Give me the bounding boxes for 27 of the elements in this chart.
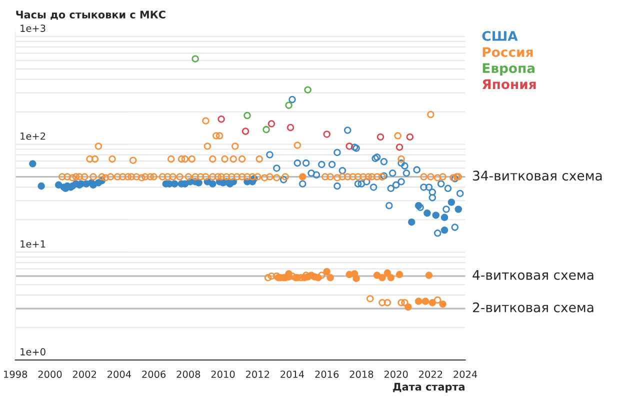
x-tick-label: 2016: [315, 370, 339, 378]
text: Япония: [482, 79, 536, 90]
x-tick-label: 2002: [72, 370, 96, 378]
text: США: [482, 30, 518, 41]
text: Европа: [482, 63, 535, 76]
x-tick-label: 2022: [419, 370, 442, 378]
x-tick-label: 2024: [454, 370, 478, 378]
ref-line-label: 34-витковая схема: [473, 170, 602, 181]
x-axis-title: Дата старта: [393, 382, 464, 393]
y-axis-title: Часы до стыковки с МКС: [16, 10, 166, 20]
x-tick-label: 2008: [176, 370, 200, 378]
x-tick-label: 2018: [350, 370, 374, 378]
x-tick-label: 2020: [384, 370, 408, 378]
text: Россия: [482, 47, 533, 58]
y-tick-label: 1e+1: [20, 240, 46, 248]
x-tick-label: 2004: [108, 370, 132, 378]
y-tick-label: 1e+3: [20, 24, 46, 32]
x-tick-label: 2012: [246, 370, 270, 378]
x-tick-label: 2010: [211, 370, 235, 378]
ref-line-label: 4-витковая схема: [472, 270, 594, 280]
x-tick-label: 2000: [38, 370, 62, 378]
y-tick-label: 1e+0: [20, 348, 46, 356]
ref-line-label: 2-витковая схема: [472, 302, 594, 312]
y-tick-label: 1e+2: [20, 132, 46, 140]
x-tick-label: 1998: [4, 370, 28, 378]
x-tick-label: 2006: [142, 370, 166, 378]
x-tick-label: 2014: [280, 370, 304, 378]
